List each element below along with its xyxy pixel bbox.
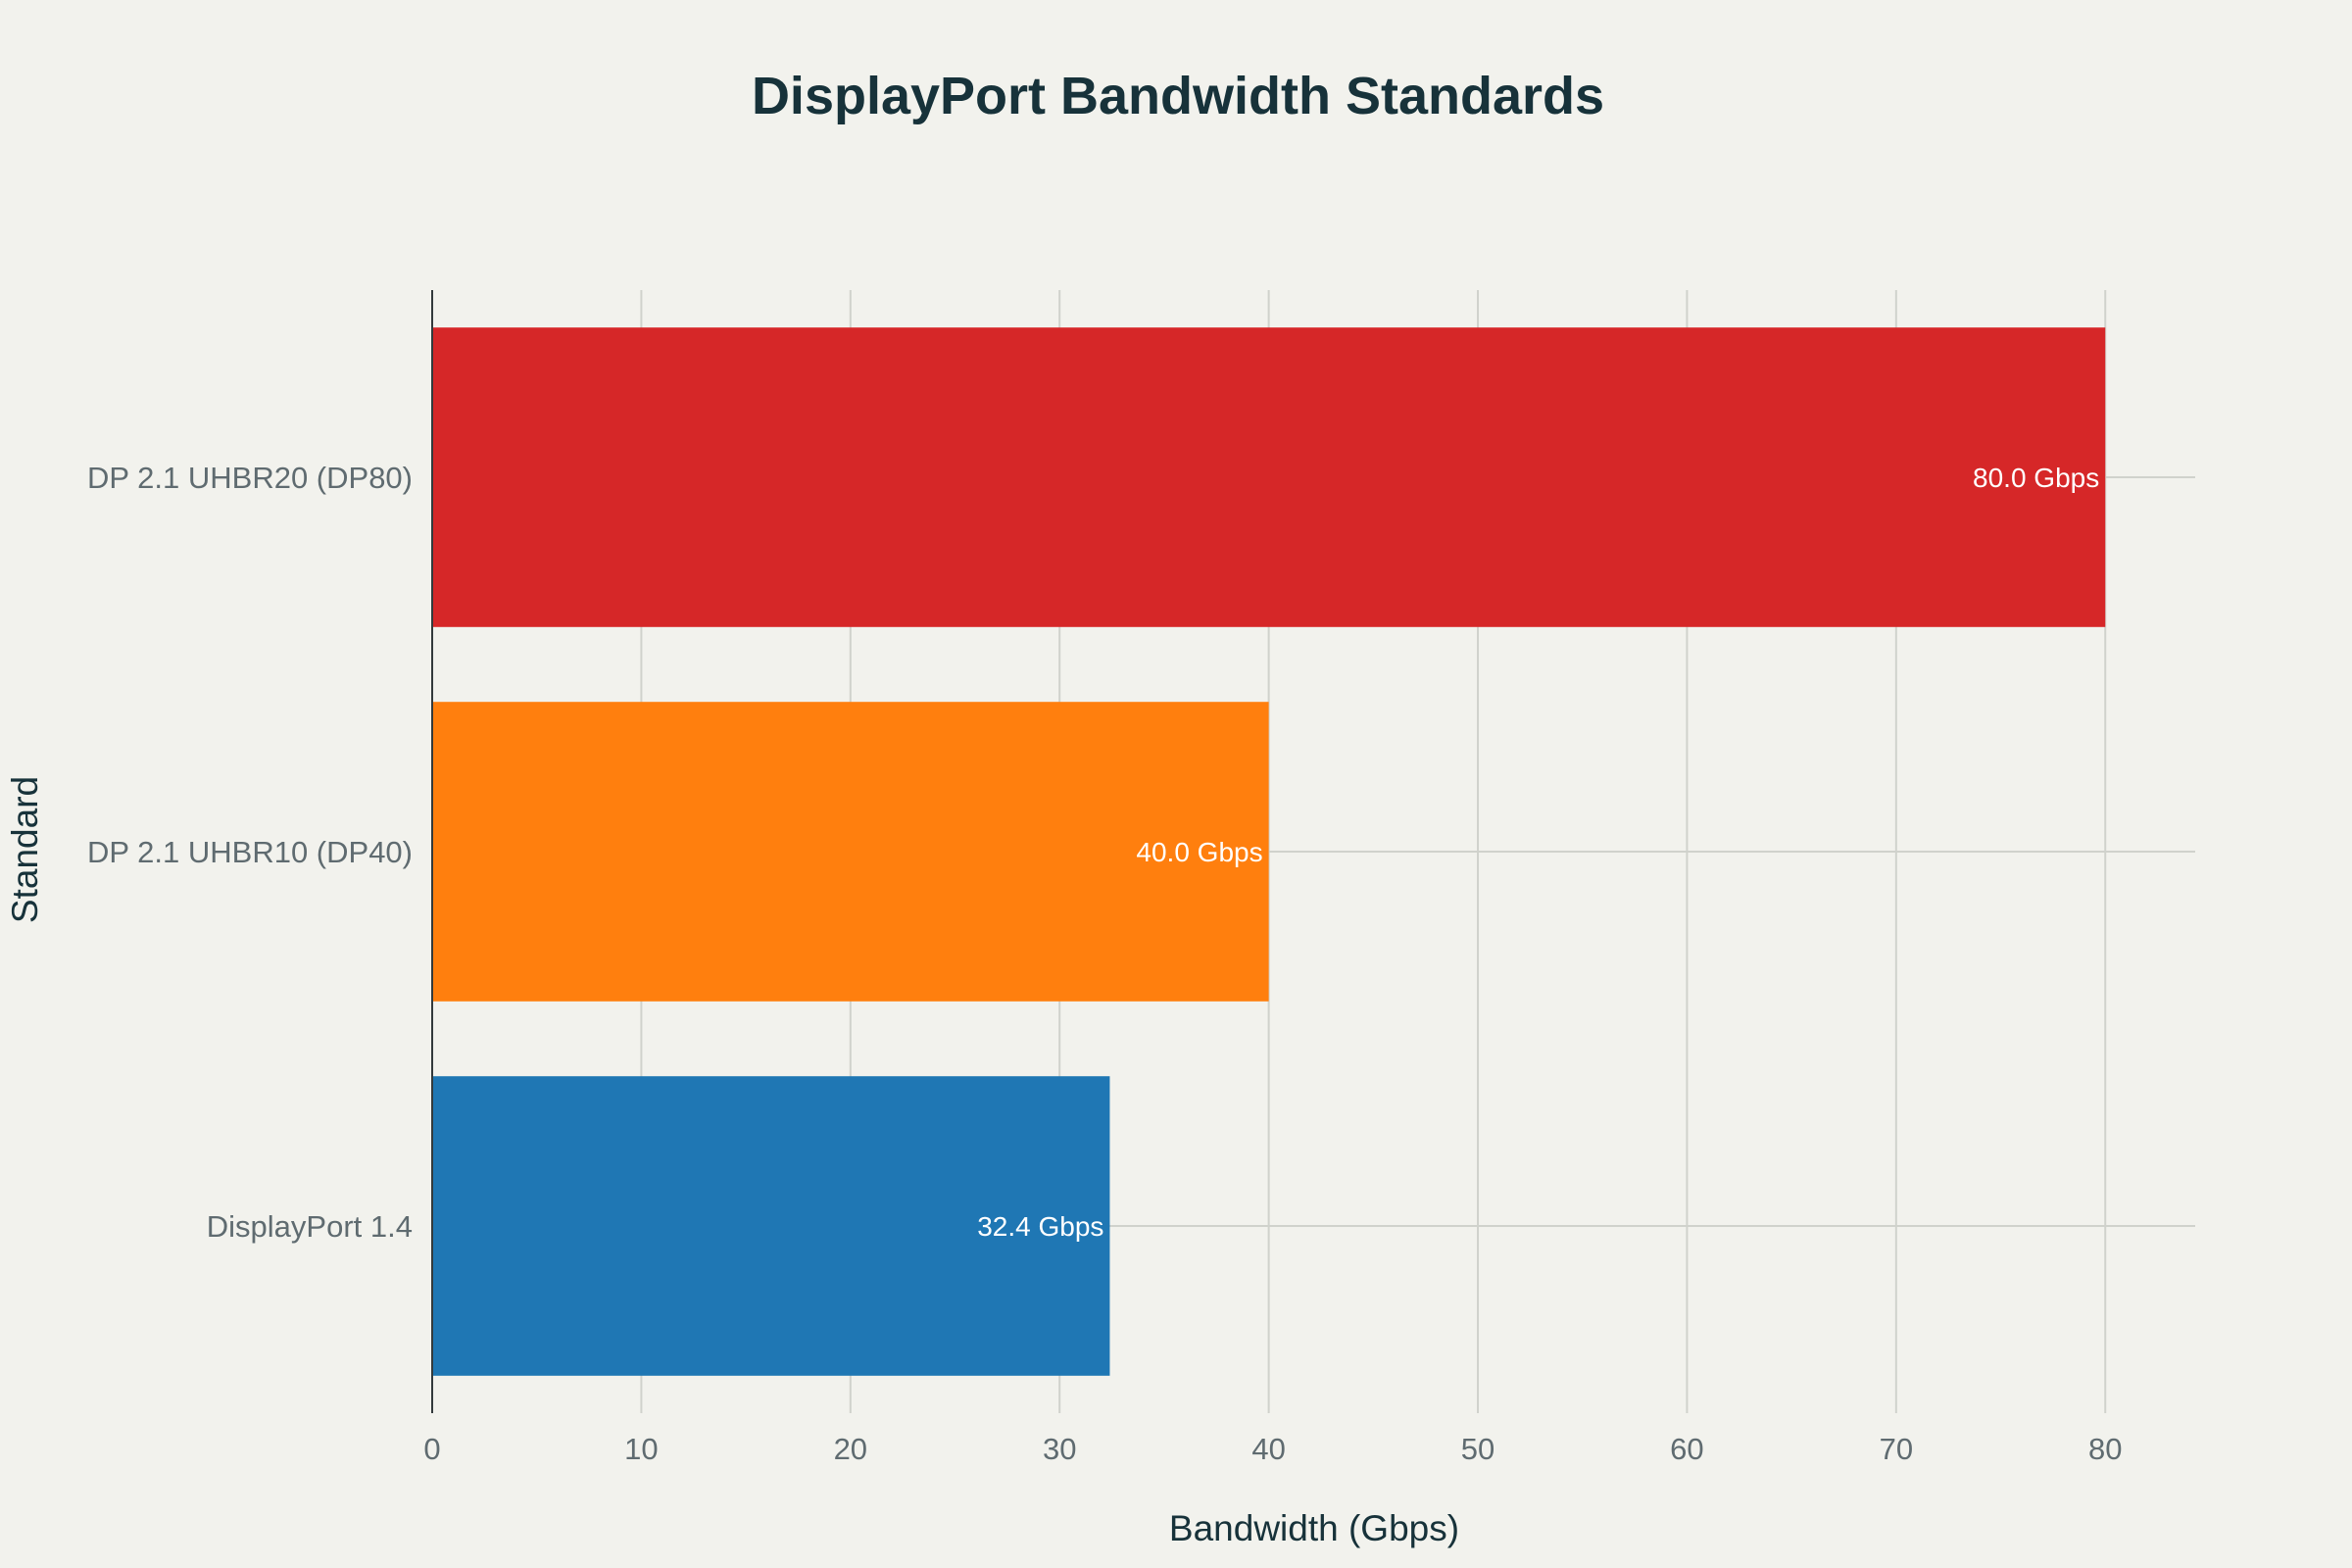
- x-axis-title: Bandwidth (Gbps): [1169, 1508, 1459, 1548]
- x-tick-label: 20: [834, 1432, 867, 1466]
- x-tick-label: 40: [1251, 1432, 1285, 1466]
- bar: [432, 327, 2106, 627]
- bar-data-label: 80.0 Gbps: [1973, 463, 2099, 493]
- x-tick-label: 70: [1880, 1432, 1913, 1466]
- y-axis-tick-labels: DP 2.1 UHBR20 (DP80) DP 2.1 UHBR10 (DP40)…: [87, 461, 413, 1244]
- y-tick-label: DP 2.1 UHBR10 (DP40): [87, 835, 413, 869]
- x-tick-label: 50: [1461, 1432, 1494, 1466]
- x-tick-label: 10: [624, 1432, 658, 1466]
- bar: [432, 702, 1269, 1002]
- chart-title: DisplayPort Bandwidth Standards: [752, 67, 1604, 125]
- y-tick-label: DisplayPort 1.4: [207, 1209, 413, 1244]
- y-axis-title: Standard: [5, 776, 45, 923]
- x-tick-label: 0: [423, 1432, 440, 1466]
- bar: [432, 1076, 1110, 1376]
- bars: 80.0 Gbps 40.0 Gbps 32.4 Gbps: [432, 327, 2106, 1376]
- x-tick-label: 80: [2088, 1432, 2122, 1466]
- x-axis-tick-labels: 0 10 20 30 40 50 60 70 80: [423, 1432, 2122, 1466]
- bar-data-label: 40.0 Gbps: [1136, 837, 1262, 867]
- y-tick-label: DP 2.1 UHBR20 (DP80): [87, 461, 413, 495]
- x-tick-label: 60: [1670, 1432, 1703, 1466]
- x-tick-label: 30: [1043, 1432, 1076, 1466]
- bar-data-label: 32.4 Gbps: [977, 1211, 1103, 1242]
